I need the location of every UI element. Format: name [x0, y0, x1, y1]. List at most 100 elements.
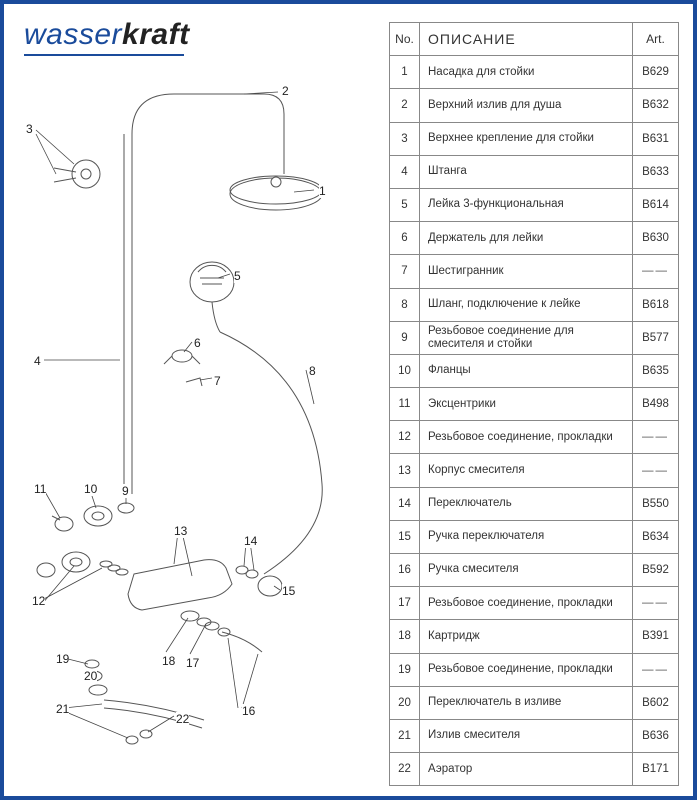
cell-art: B636 [633, 719, 679, 752]
brand-logo: wasserkraft [24, 18, 190, 52]
callout-number: 9 [122, 484, 129, 498]
table-row: 13Корпус смесителя—— [390, 454, 679, 487]
callout-number: 15 [282, 584, 295, 598]
cell-no: 3 [390, 122, 420, 155]
cell-desc: Переключатель в изливе [420, 686, 633, 719]
cell-desc: Аэратор [420, 753, 633, 786]
table-row: 11ЭксцентрикиB498 [390, 388, 679, 421]
cell-desc: Резьбовое соединение, прокладки [420, 587, 633, 620]
cell-art: —— [633, 653, 679, 686]
cell-no: 12 [390, 421, 420, 454]
cell-art: B614 [633, 188, 679, 221]
table-row: 21Излив смесителяB636 [390, 719, 679, 752]
cell-art: B618 [633, 288, 679, 321]
brand-part1: wasser [24, 18, 122, 52]
document-frame: wasserkraft [0, 0, 697, 800]
cell-desc: Картридж [420, 620, 633, 653]
table-header-row: No. ОПИСАНИЕ Art. [390, 23, 679, 56]
cell-desc: Верхний излив для душа [420, 89, 633, 122]
cell-no: 13 [390, 454, 420, 487]
cell-no: 18 [390, 620, 420, 653]
cell-art: —— [633, 255, 679, 288]
callout-number: 3 [26, 122, 33, 136]
cell-no: 19 [390, 653, 420, 686]
callout-number: 22 [176, 712, 189, 726]
table-row: 18КартриджB391 [390, 620, 679, 653]
cell-desc: Ручка смесителя [420, 554, 633, 587]
callout-number: 2 [282, 84, 289, 98]
callout-number: 18 [162, 654, 175, 668]
parts-table: No. ОПИСАНИЕ Art. 1Насадка для стойкиB62… [389, 22, 679, 786]
cell-desc: Ручка переключателя [420, 520, 633, 553]
cell-desc: Корпус смесителя [420, 454, 633, 487]
table-row: 15Ручка переключателяB634 [390, 520, 679, 553]
cell-art: B632 [633, 89, 679, 122]
brand-part2: kraft [122, 18, 190, 52]
cell-art: B391 [633, 620, 679, 653]
cell-desc: Штанга [420, 155, 633, 188]
cell-desc: Резьбовое соединение для смесителя и сто… [420, 321, 633, 354]
cell-art: B631 [633, 122, 679, 155]
header-art: Art. [633, 23, 679, 56]
table-row: 16Ручка смесителяB592 [390, 554, 679, 587]
table-row: 5Лейка 3-функциональнаяB614 [390, 188, 679, 221]
cell-desc: Держатель для лейки [420, 222, 633, 255]
header-no: No. [390, 23, 420, 56]
exploded-diagram: 12345678910111213141516171819202122 [14, 64, 384, 784]
cell-desc: Резьбовое соединение, прокладки [420, 421, 633, 454]
callout-number: 14 [244, 534, 257, 548]
diagram-svg [14, 64, 384, 784]
table-row: 1Насадка для стойкиB629 [390, 56, 679, 89]
cell-desc: Эксцентрики [420, 388, 633, 421]
cell-no: 7 [390, 255, 420, 288]
callout-number: 16 [242, 704, 255, 718]
cell-no: 9 [390, 321, 420, 354]
callout-number: 21 [56, 702, 69, 716]
callout-number: 8 [309, 364, 316, 378]
table-row: 14ПереключательB550 [390, 487, 679, 520]
cell-no: 15 [390, 520, 420, 553]
callout-number: 19 [56, 652, 69, 666]
table-row: 19Резьбовое соединение, прокладки—— [390, 653, 679, 686]
cell-no: 2 [390, 89, 420, 122]
callout-number: 6 [194, 336, 201, 350]
cell-art: —— [633, 421, 679, 454]
cell-no: 22 [390, 753, 420, 786]
cell-desc: Шестигранник [420, 255, 633, 288]
cell-art: B171 [633, 753, 679, 786]
table-row: 20Переключатель в изливеB602 [390, 686, 679, 719]
header-desc: ОПИСАНИЕ [420, 23, 633, 56]
callout-number: 20 [84, 669, 97, 683]
callout-number: 5 [234, 269, 241, 283]
cell-desc: Верхнее крепление для стойки [420, 122, 633, 155]
callout-number: 12 [32, 594, 45, 608]
cell-no: 4 [390, 155, 420, 188]
cell-art: B577 [633, 321, 679, 354]
table-row: 7Шестигранник—— [390, 255, 679, 288]
cell-art: B635 [633, 354, 679, 387]
table-row: 10ФланцыB635 [390, 354, 679, 387]
table-row: 8Шланг, подключение к лейкеB618 [390, 288, 679, 321]
cell-desc: Излив смесителя [420, 719, 633, 752]
cell-art: B629 [633, 56, 679, 89]
cell-no: 17 [390, 587, 420, 620]
cell-no: 8 [390, 288, 420, 321]
parts-table-body: 1Насадка для стойкиB6292Верхний излив дл… [390, 56, 679, 786]
table-row: 9Резьбовое соединение для смесителя и ст… [390, 321, 679, 354]
cell-no: 6 [390, 222, 420, 255]
cell-art: B602 [633, 686, 679, 719]
cell-art: B550 [633, 487, 679, 520]
cell-art: —— [633, 454, 679, 487]
cell-no: 16 [390, 554, 420, 587]
table-row: 12Резьбовое соединение, прокладки—— [390, 421, 679, 454]
cell-no: 10 [390, 354, 420, 387]
cell-desc: Фланцы [420, 354, 633, 387]
cell-art: B630 [633, 222, 679, 255]
cell-art: —— [633, 587, 679, 620]
cell-art: B633 [633, 155, 679, 188]
table-row: 3Верхнее крепление для стойкиB631 [390, 122, 679, 155]
cell-desc: Переключатель [420, 487, 633, 520]
cell-no: 14 [390, 487, 420, 520]
cell-no: 21 [390, 719, 420, 752]
cell-no: 20 [390, 686, 420, 719]
